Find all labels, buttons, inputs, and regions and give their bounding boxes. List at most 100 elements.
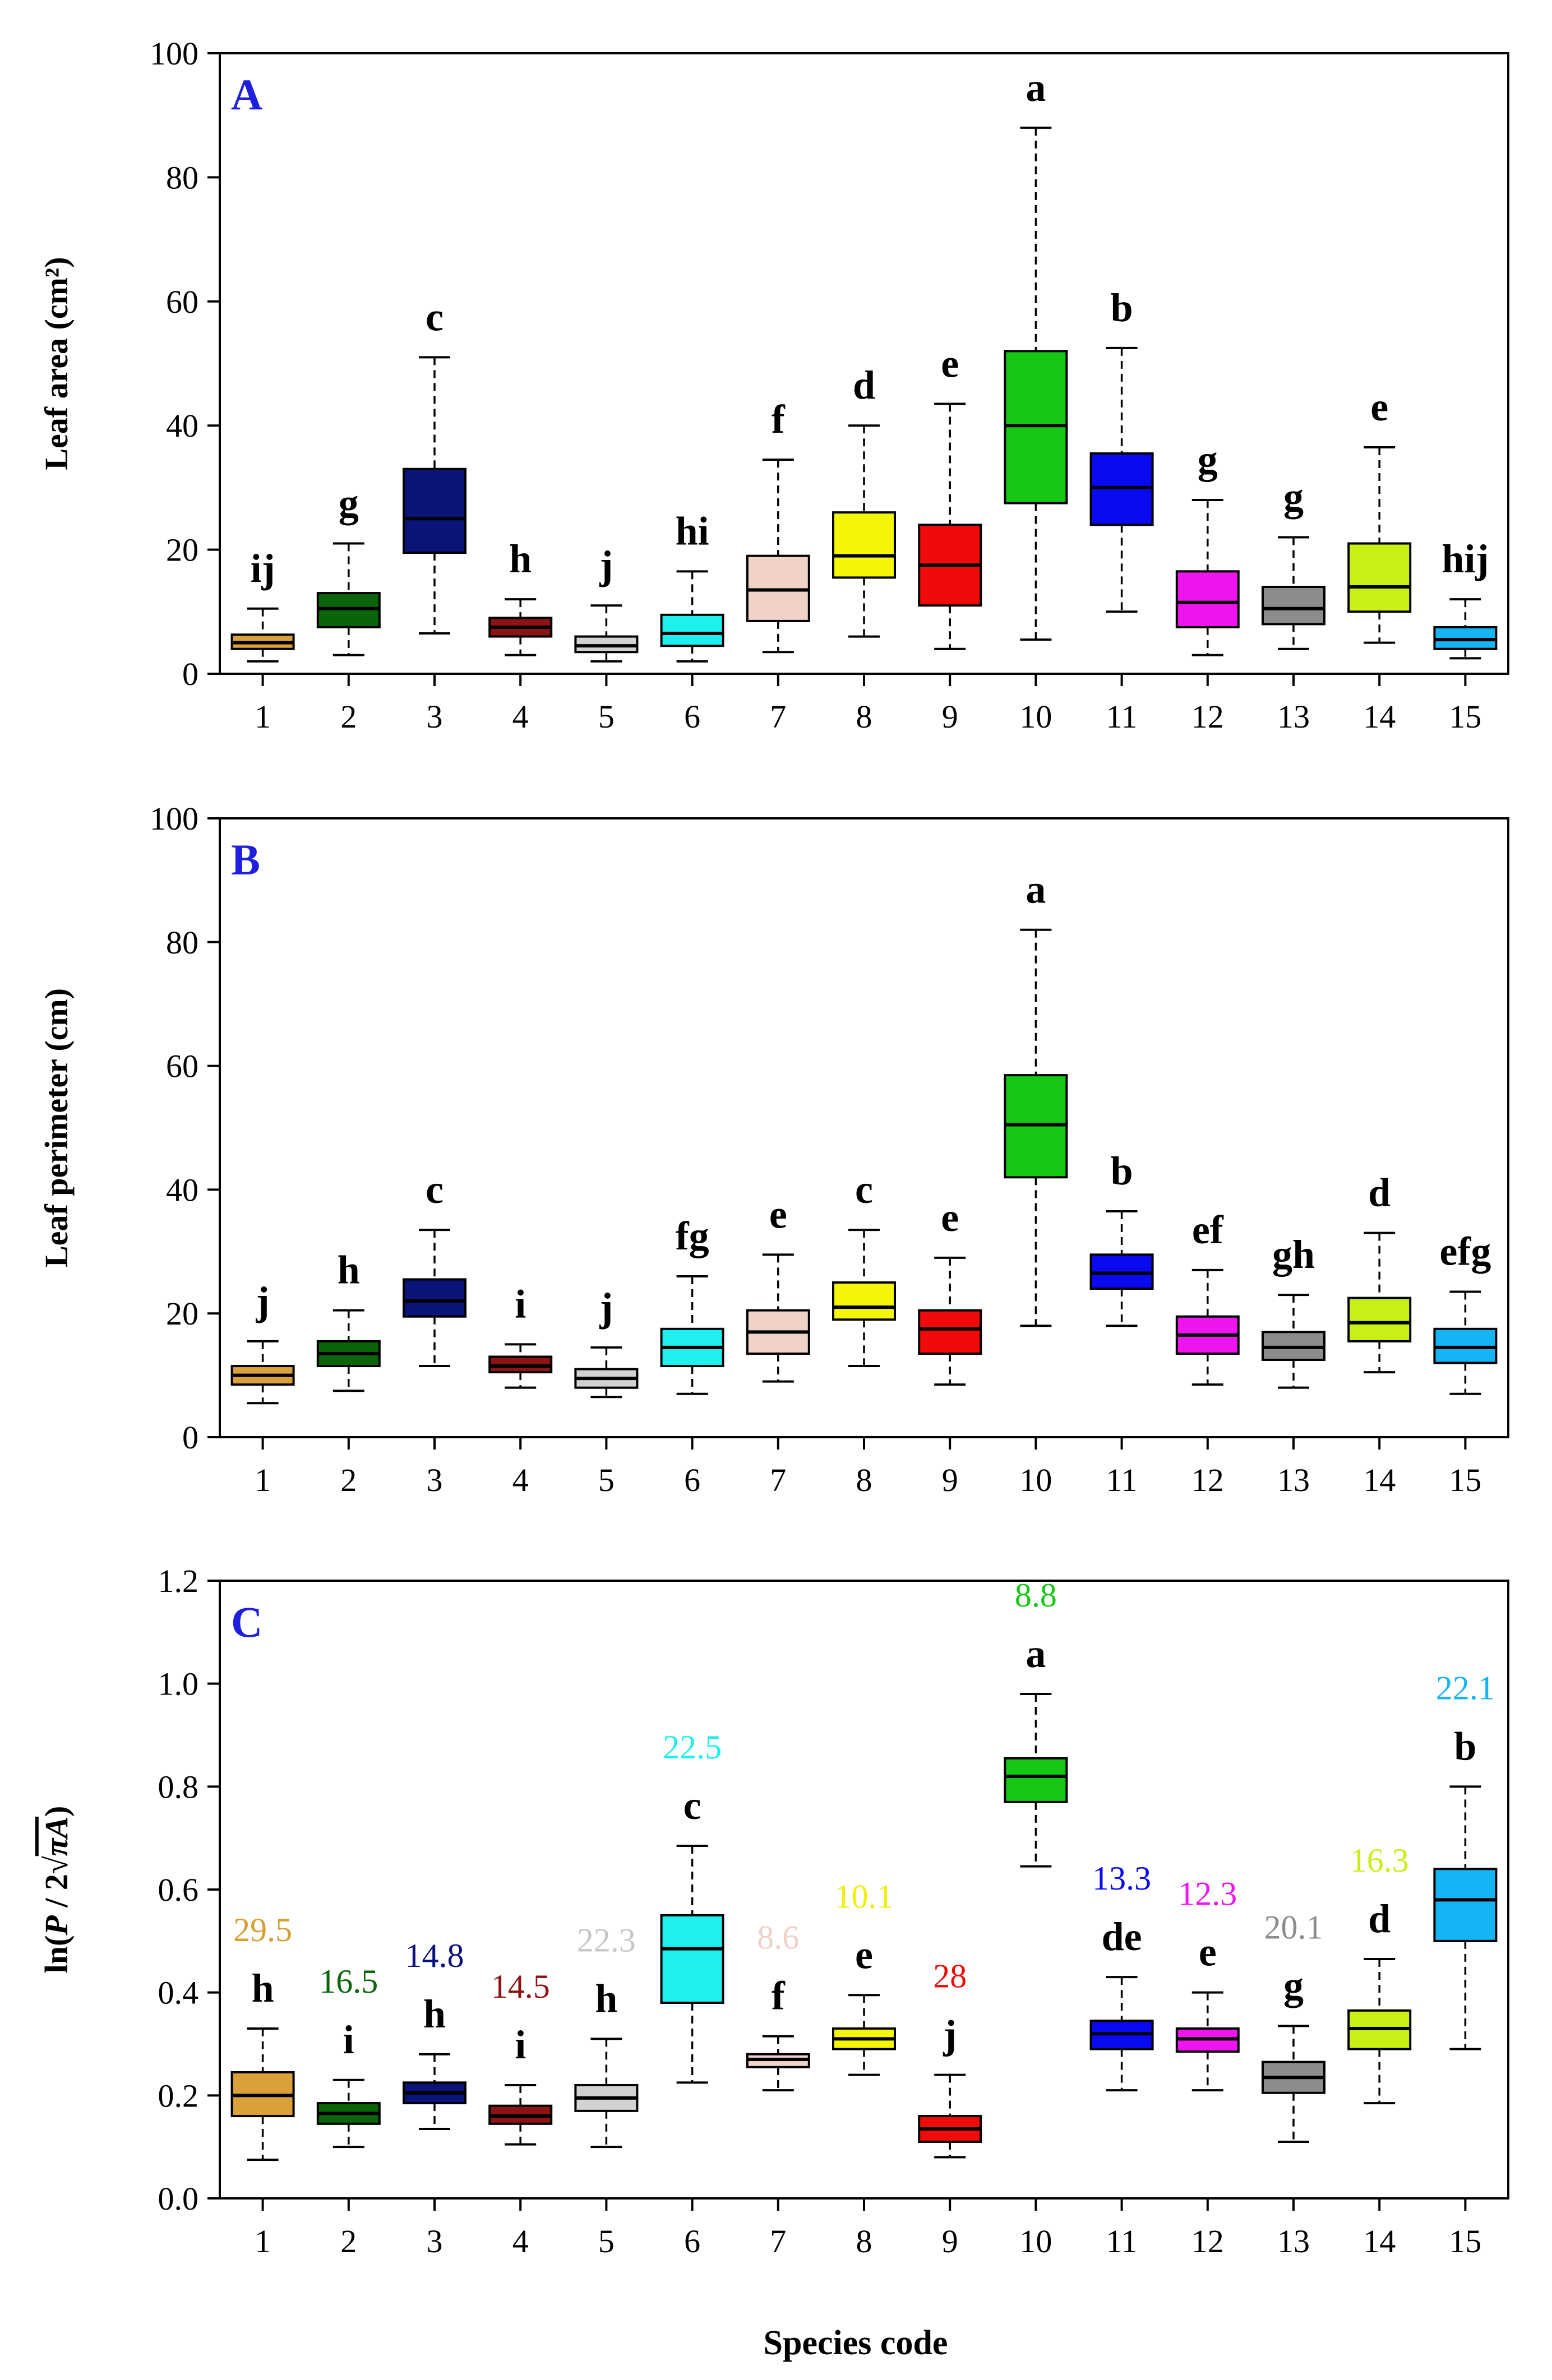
- significance-letter: g: [1198, 437, 1218, 482]
- panel-label: C: [231, 1598, 262, 1646]
- box-A-15: hij: [1433, 536, 1498, 660]
- box-C-7: f 8.6: [746, 1919, 810, 2092]
- x-tick-label: 12: [1191, 2223, 1224, 2259]
- x-tick-label: 5: [598, 1462, 615, 1498]
- x-tick-label: 2: [340, 698, 357, 735]
- cv-label: 12.3: [1178, 1876, 1237, 1913]
- x-tick-label: 8: [856, 1462, 872, 1498]
- iqr-box: [832, 511, 896, 579]
- x-tick-label: 9: [942, 698, 958, 735]
- iqr-box: [1004, 1757, 1068, 1803]
- significance-letter: g: [1283, 1963, 1304, 2008]
- significance-letter: c: [855, 1167, 873, 1212]
- cv-label: 14.8: [405, 1937, 464, 1974]
- significance-letter: a: [1026, 867, 1046, 912]
- significance-letter: a: [1026, 1631, 1046, 1676]
- x-tick-label: 1: [255, 2223, 271, 2259]
- significance-letter: b: [1454, 1724, 1476, 1768]
- box-B-14: d: [1347, 1170, 1412, 1374]
- significance-letter: j: [599, 1285, 613, 1330]
- significance-letter: i: [515, 1281, 526, 1326]
- significance-letter: e: [1370, 385, 1388, 429]
- box-A-7: f: [746, 397, 810, 654]
- significance-letter: i: [515, 2022, 526, 2067]
- x-tick-label: 3: [427, 1462, 443, 1498]
- significance-letter: gh: [1272, 1232, 1315, 1277]
- box-C-10: a 8.8: [1004, 1577, 1068, 1868]
- x-tick-label: 9: [942, 1462, 958, 1498]
- x-tick-label: 8: [856, 698, 872, 735]
- cv-label: 22.3: [577, 1921, 636, 1958]
- iqr-box: [1262, 586, 1325, 626]
- y-tick-label: 1.0: [158, 1666, 199, 1702]
- box-A-14: e: [1347, 385, 1412, 644]
- x-tick-label: 6: [684, 2223, 700, 2259]
- box-C-5: h 22.3: [574, 1921, 639, 2149]
- y-tick-label: 0.2: [158, 2077, 199, 2114]
- significance-letter: j: [256, 1279, 270, 1323]
- y-tick-label: 0.0: [158, 2180, 199, 2217]
- x-tick-label: 11: [1106, 698, 1138, 735]
- significance-letter: a: [1026, 65, 1046, 110]
- box-C-1: h 29.5: [230, 1911, 295, 2161]
- y-tick-label: 80: [166, 924, 198, 961]
- box-B-7: e: [746, 1192, 810, 1383]
- box-A-13: g: [1262, 474, 1325, 650]
- x-tick-label: 10: [1019, 1462, 1052, 1498]
- significance-letter: ef: [1192, 1207, 1224, 1252]
- significance-letter: j: [943, 2012, 957, 2057]
- iqr-box: [660, 1914, 724, 2004]
- box-B-2: h: [316, 1248, 381, 1392]
- y-tick-label: 100: [150, 800, 198, 837]
- box-B-4: i: [488, 1281, 553, 1389]
- x-tick-label: 6: [684, 698, 700, 735]
- x-tick-label: 1: [255, 698, 271, 735]
- cv-label: 16.3: [1350, 1842, 1409, 1879]
- y-tick-label: 0: [182, 656, 198, 692]
- cv-label: 22.1: [1436, 1669, 1495, 1706]
- iqr-box: [1347, 1297, 1412, 1342]
- iqr-box: [832, 1281, 896, 1321]
- y-tick-label: 1.2: [158, 1563, 199, 1599]
- panel-C: 0.00.20.40.60.81.01.21 2 3 4 5 6 7 8 9 10 11 12 13 14…: [38, 1563, 1509, 2259]
- x-tick-label: 3: [427, 2223, 443, 2259]
- x-tick-label: 14: [1363, 698, 1396, 735]
- significance-letter: b: [1111, 1149, 1133, 1193]
- cv-label: 13.3: [1092, 1860, 1151, 1897]
- x-tick-label: 15: [1449, 2223, 1481, 2259]
- x-tick-label: 7: [770, 1462, 786, 1498]
- x-tick-label: 3: [427, 698, 443, 735]
- x-tick-label: 15: [1449, 1462, 1481, 1498]
- significance-letter: h: [423, 1992, 446, 2036]
- box-C-2: i 16.5: [316, 1963, 381, 2149]
- x-tick-label: 4: [512, 698, 529, 735]
- iqr-box: [1433, 1868, 1498, 1942]
- panel-label: B: [231, 835, 260, 884]
- significance-letter: f: [772, 397, 786, 442]
- panel-label: A: [231, 70, 262, 119]
- box-A-4: h: [488, 536, 553, 656]
- significance-letter: b: [1111, 285, 1133, 330]
- significance-letter: h: [595, 1976, 617, 2021]
- y-tick-label: 20: [166, 532, 198, 568]
- y-tick-label: 40: [166, 1172, 198, 1208]
- significance-letter: c: [426, 294, 444, 339]
- significance-letter: de: [1102, 1914, 1142, 1959]
- box-B-1: j: [230, 1279, 295, 1405]
- box-A-5: j: [574, 543, 639, 663]
- significance-letter: hij: [1442, 536, 1489, 581]
- x-tick-label: 5: [598, 2223, 615, 2259]
- cv-label: 29.5: [233, 1911, 292, 1948]
- box-C-3: h 14.8: [403, 1937, 466, 2131]
- x-tick-label: 15: [1449, 698, 1481, 735]
- box-B-9: e: [918, 1195, 982, 1386]
- box-A-12: g: [1175, 437, 1240, 656]
- significance-letter: i: [343, 2017, 354, 2062]
- x-tick-label: 11: [1106, 1462, 1138, 1498]
- significance-letter: fg: [676, 1214, 709, 1258]
- cv-label: 16.5: [319, 1963, 378, 2000]
- box-B-15: efg: [1433, 1229, 1498, 1395]
